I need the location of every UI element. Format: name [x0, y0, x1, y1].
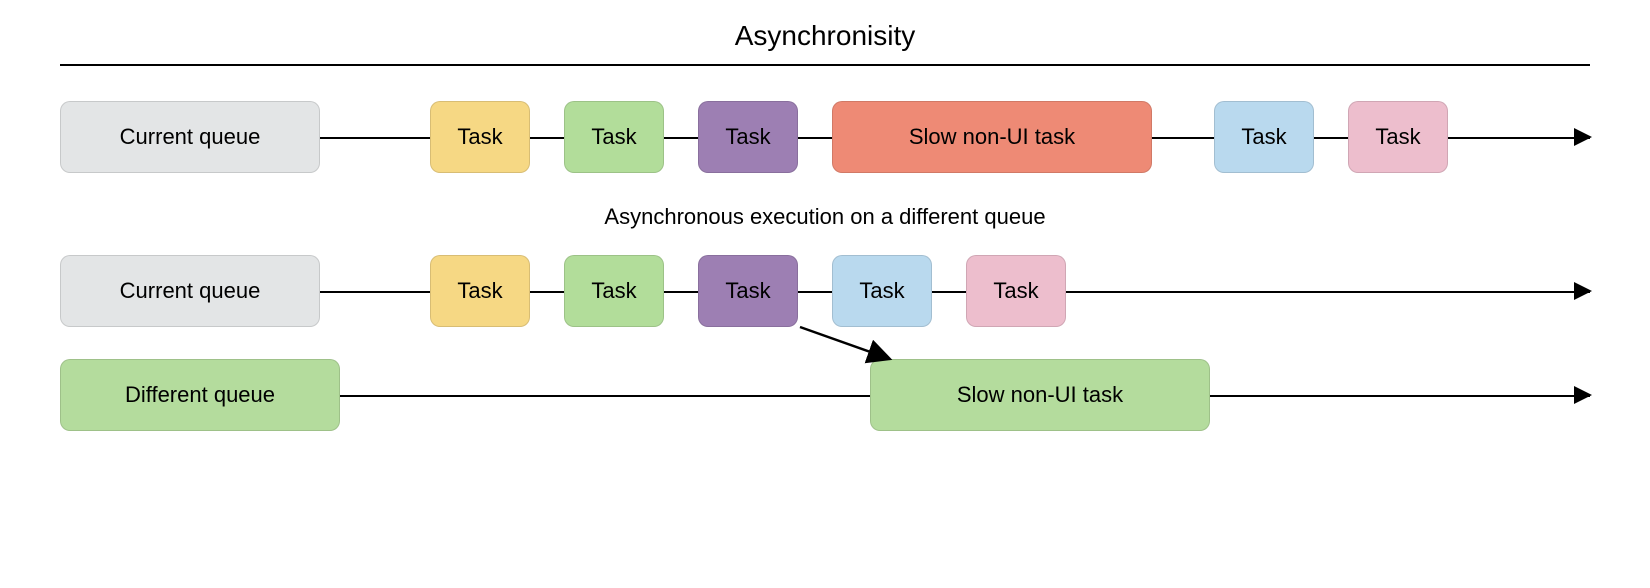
- task-blue: Task: [1214, 101, 1314, 173]
- slow-task: Slow non-UI task: [832, 101, 1152, 173]
- task-green: Task: [564, 255, 664, 327]
- row-top: Current queue Task Task Task Slow non-UI tas…: [60, 94, 1590, 180]
- task-yellow: Task: [430, 101, 530, 173]
- slow-task: Slow non-UI task: [870, 359, 1210, 431]
- title-underline: [60, 64, 1590, 66]
- task-purple: Task: [698, 255, 798, 327]
- task-green: Task: [564, 101, 664, 173]
- timeline-arrowhead: [1574, 386, 1592, 404]
- queue-label: Different queue: [60, 359, 340, 431]
- task-yellow: Task: [430, 255, 530, 327]
- diagram-subtitle: Asynchronous execution on a different qu…: [0, 204, 1650, 230]
- queue-label: Current queue: [60, 255, 320, 327]
- task-pink: Task: [1348, 101, 1448, 173]
- task-pink: Task: [966, 255, 1066, 327]
- queue-label: Current queue: [60, 101, 320, 173]
- diagram-title: Asynchronisity: [0, 0, 1650, 64]
- task-blue: Task: [832, 255, 932, 327]
- timeline-arrowhead: [1574, 282, 1592, 300]
- row-bot: Different queue Slow non-UI task: [60, 352, 1590, 438]
- timeline-arrowhead: [1574, 128, 1592, 146]
- task-purple: Task: [698, 101, 798, 173]
- row-mid: Current queue Task Task Task Task Task: [60, 248, 1590, 334]
